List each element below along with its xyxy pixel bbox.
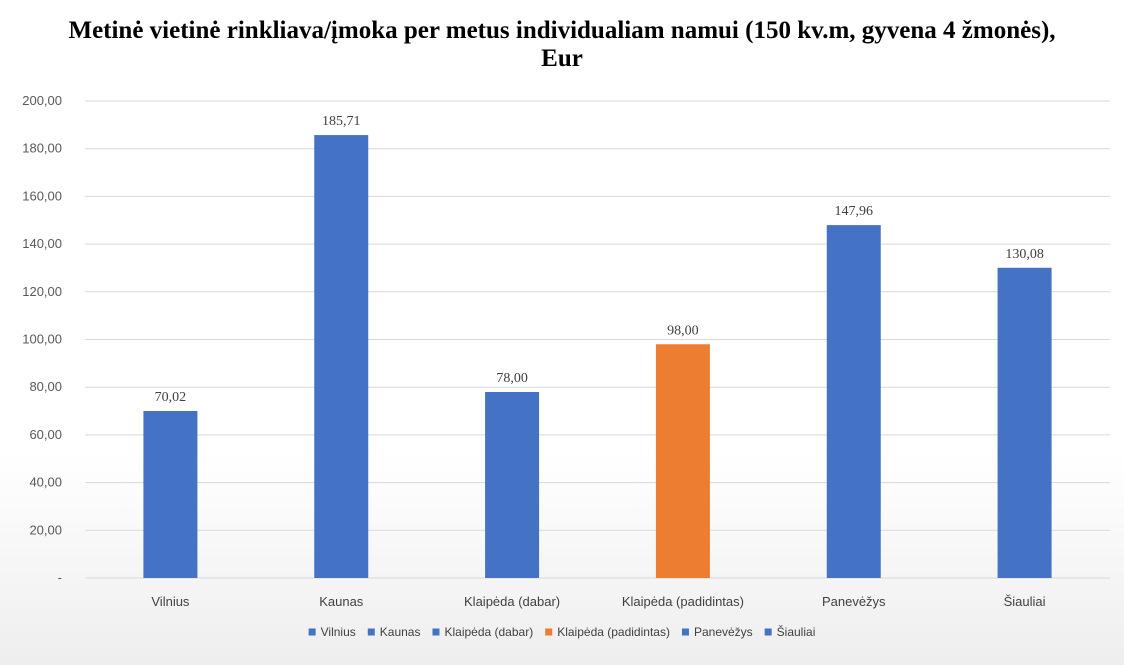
bar-6 [997,267,1052,578]
gridlines [85,100,1110,579]
y-tick-label: 180,00 [22,141,62,156]
data-labels: 70,02 185,71 78,00 98,00 147,96 130,08 [155,114,1044,405]
x-tick-label: Šiauliai [1004,594,1046,609]
data-label: 78,00 [496,371,528,386]
y-tick-label: 140,00 [22,236,62,251]
bar-5 [826,225,881,578]
legend-label: Klaipėda (padidintas) [557,625,670,639]
data-label: 70,02 [155,390,187,405]
x-axis-tick-labels: Vilnius Kaunas Klaipėda (dabar) Klaipėda (p… [151,594,1045,609]
legend-swatch [432,628,440,636]
data-label: 130,08 [1005,247,1044,262]
x-tick-label: Vilnius [151,594,190,609]
y-tick-label: 60,00 [29,427,62,442]
data-label: 147,96 [835,204,874,219]
legend-swatch [308,628,316,636]
y-tick-label: 80,00 [29,379,62,394]
legend-swatch [545,628,553,636]
y-tick-label: 20,00 [29,522,62,537]
data-label: 185,71 [322,114,361,129]
legend-label: Vilnius [321,625,356,639]
bars [143,135,1052,578]
y-tick-label: - [58,570,62,585]
legend-entry: Klaipėda (padidintas) [545,625,670,639]
x-tick-label: Panevėžys [822,594,886,609]
data-label: 98,00 [667,323,699,338]
bar-1 [143,411,198,578]
y-axis-tick-labels: - 20,00 40,00 60,00 80,00 100,00 120,00 140,00 1… [22,93,62,585]
y-tick-label: 160,00 [22,188,62,203]
legend-label: Klaipėda (dabar) [444,625,533,639]
legend: Vilnius Kaunas Klaipėda (dabar) Klaipėda (p… [308,624,816,639]
legend-entry: Kaunas [367,625,421,639]
bar-2 [314,135,369,578]
y-tick-label: 200,00 [22,93,62,108]
legend-swatch [367,628,375,636]
x-tick-label: Klaipėda (dabar) [464,594,560,609]
legend-swatch [681,628,689,636]
legend-entry: Vilnius [308,625,356,639]
x-tick-label: Kaunas [319,594,364,609]
legend-label: Kaunas [380,625,421,639]
bar-3 [485,391,540,578]
legend-entry: Klaipėda (dabar) [432,625,533,639]
y-tick-label: 40,00 [29,475,62,490]
legend-entry: Šiauliai [764,624,816,639]
legend-label: Šiauliai [777,624,816,639]
chart-title-line-1: Metinė vietinė rinkliava/įmoka per metus… [68,17,1055,44]
legend-swatch [764,628,772,636]
chart-title-line-2: Eur [541,45,583,72]
x-tick-label: Klaipėda (padidintas) [622,594,744,609]
y-tick-label: 120,00 [22,284,62,299]
y-tick-label: 100,00 [22,332,62,347]
bar-4 [655,344,710,578]
legend-entry: Panevėžys [681,625,753,639]
legend-label: Panevėžys [694,625,753,639]
